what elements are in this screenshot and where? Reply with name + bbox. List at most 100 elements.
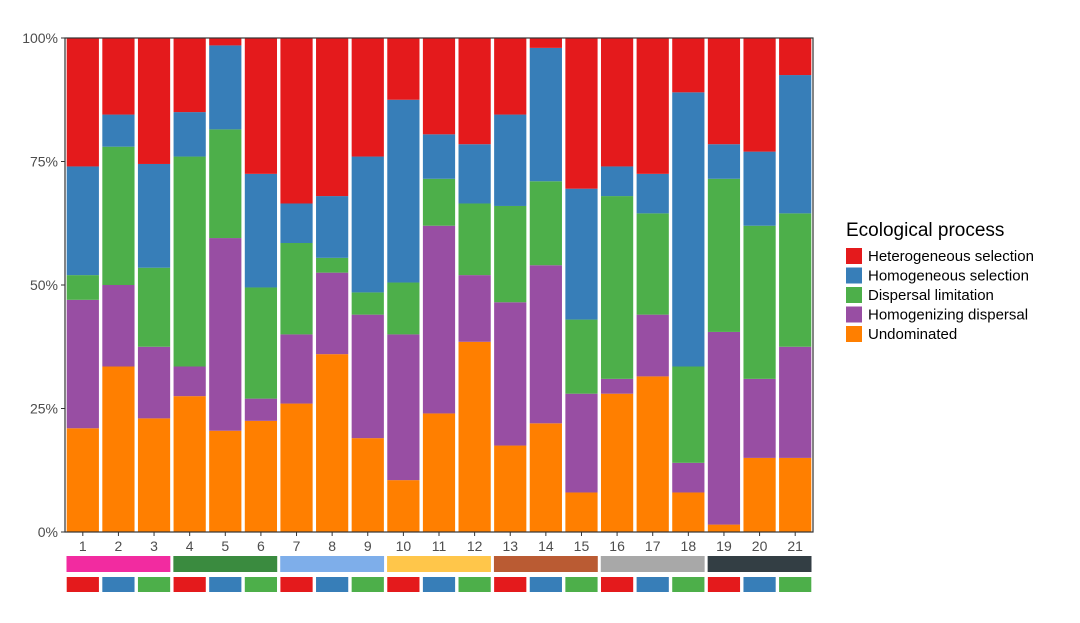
bar-homogeneous-selection-12 [458,144,491,204]
bar-homogeneous-selection-20 [743,151,776,226]
bar-homogeneous-selection-4 [173,112,206,157]
x-tick-label: 12 [467,538,483,554]
bar-homogeneous-selection-8 [316,196,349,258]
bar-homogenizing-dispersal-14 [529,265,562,424]
y-tick-label: 75% [30,154,58,170]
bar-heterogeneous-selection-17 [636,38,669,174]
bar-homogeneous-selection-13 [494,114,527,206]
bar-homogeneous-selection-2 [102,114,135,147]
bar-dispersal-limitation-13 [494,205,527,303]
bar-undominated-15 [565,492,598,532]
bar-homogenizing-dispersal-6 [244,398,278,421]
subgroup-cell-11 [422,577,456,592]
subgroup-cell-9 [351,577,384,592]
subgroup-cell-3 [137,577,171,592]
bar-undominated-7 [280,403,313,532]
bar-undominated-17 [636,376,669,532]
bar-heterogeneous-selection-21 [779,38,812,76]
bar-heterogeneous-selection-1 [66,38,99,167]
bar-homogeneous-selection-6 [244,173,278,288]
bar-homogeneous-selection-16 [600,166,634,197]
bar-undominated-16 [600,393,634,532]
subgroup-cell-16 [600,577,634,592]
bar-dispersal-limitation-1 [66,275,99,300]
legend-key-dispersal-limitation [846,287,862,303]
legend-key-homogeneous-selection [846,267,862,284]
group-strip-4 [387,556,491,572]
bar-heterogeneous-selection-20 [743,38,776,152]
bar-homogeneous-selection-15 [565,188,598,320]
bar-homogenizing-dispersal-5 [209,238,242,431]
bar-dispersal-limitation-14 [529,181,562,266]
bar-homogeneous-selection-19 [707,144,741,179]
bar-homogenizing-dispersal-18 [672,462,705,493]
bar-homogenizing-dispersal-1 [66,299,99,429]
legend-title: Ecological process [846,220,1004,241]
group-strip-5 [493,556,598,572]
bar-homogenizing-dispersal-17 [636,314,669,377]
bar-dispersal-limitation-21 [779,213,812,347]
subgroup-cell-10 [387,577,420,592]
bar-dispersal-limitation-3 [137,267,171,347]
bar-dispersal-limitation-19 [707,178,741,332]
subgroup-cell-12 [458,577,491,592]
bar-dispersal-limitation-6 [244,287,278,399]
bar-heterogeneous-selection-6 [244,38,278,174]
group-strip-2 [173,556,278,572]
bar-homogenizing-dispersal-15 [565,393,598,493]
legend-label-dispersal-limitation: Dispersal limitation [868,287,994,304]
bar-heterogeneous-selection-10 [387,38,420,100]
subgroup-cell-5 [209,577,242,592]
x-tick-label: 5 [221,538,229,554]
x-tick-label: 17 [645,538,661,554]
bar-dispersal-limitation-5 [209,129,242,239]
subgroup-cell-8 [316,577,349,592]
bar-heterogeneous-selection-14 [529,38,562,48]
bar-heterogeneous-selection-18 [672,38,705,93]
subgroup-cell-2 [102,577,135,592]
bar-heterogeneous-selection-2 [102,38,135,115]
bar-undominated-20 [743,457,776,532]
subgroup-cell-18 [672,577,705,592]
bar-homogeneous-selection-10 [387,99,420,283]
x-tick-label: 10 [396,538,412,554]
bar-homogeneous-selection-11 [422,134,456,179]
x-tick-label: 3 [150,538,158,554]
bar-undominated-5 [209,430,242,532]
x-tick-label: 19 [716,538,732,554]
bar-heterogeneous-selection-9 [351,38,384,157]
x-tick-label: 9 [364,538,372,554]
bar-homogenizing-dispersal-13 [494,302,527,446]
bar-heterogeneous-selection-8 [316,38,349,197]
subgroup-cell-19 [707,577,741,592]
legend-key-heterogeneous-selection [846,248,862,264]
legend: Ecological process Heterogeneous selecti… [846,220,1034,343]
bar-homogenizing-dispersal-19 [707,331,741,525]
y-tick-label: 50% [30,277,58,293]
x-tick-label: 20 [752,538,768,554]
group-strip-7 [707,556,812,572]
annotation-strips [66,556,812,592]
bar-dispersal-limitation-10 [387,282,420,335]
bar-homogeneous-selection-17 [636,173,669,214]
x-tick-label: 4 [186,538,194,554]
bar-homogeneous-selection-5 [209,45,242,130]
legend-key-undominated [846,326,862,342]
bar-dispersal-limitation-18 [672,366,705,463]
legend-label-heterogeneous-selection: Heterogeneous selection [868,248,1034,265]
bar-homogenizing-dispersal-12 [458,275,491,342]
bar-homogenizing-dispersal-21 [779,346,812,458]
bar-homogeneous-selection-14 [529,47,562,182]
bar-undominated-10 [387,480,420,532]
y-axis: 0% 25% 50% 75% 100% [22,30,65,540]
subgroup-cell-1 [66,577,99,592]
bar-undominated-4 [173,396,206,532]
bar-homogeneous-selection-9 [351,156,384,293]
bars-layer [66,38,812,532]
bar-dispersal-limitation-4 [173,156,206,367]
bar-dispersal-limitation-12 [458,203,491,276]
bar-heterogeneous-selection-12 [458,38,491,145]
bar-undominated-9 [351,438,384,532]
subgroup-cell-21 [779,577,812,592]
